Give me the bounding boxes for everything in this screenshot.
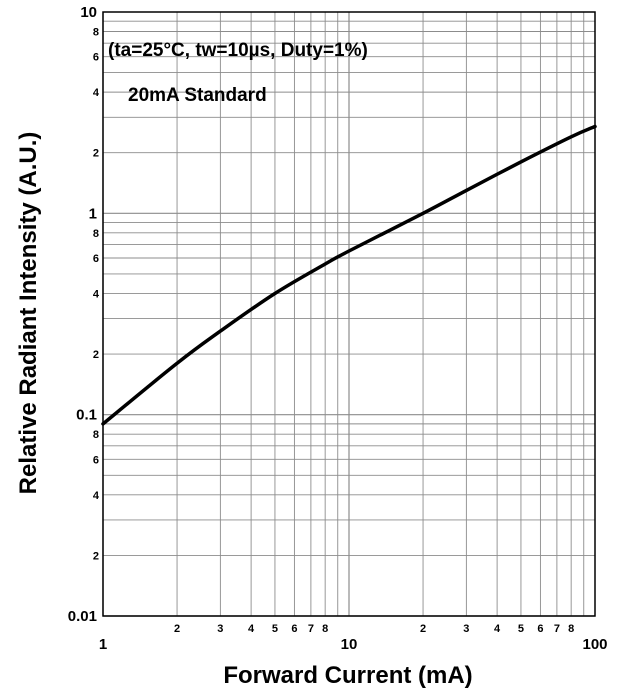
- y-tick-label: 10: [80, 4, 97, 21]
- conditions-annotation: (ta=25°C, tw=10µs, Duty=1%): [108, 40, 368, 61]
- x-minor-tick-label: 4: [494, 623, 501, 635]
- x-minor-tick-label: 5: [518, 623, 524, 635]
- x-tick-label: 100: [582, 636, 607, 653]
- x-minor-tick-label: 7: [308, 623, 314, 635]
- y-minor-tick-label: 6: [93, 52, 99, 64]
- y-minor-tick-label: 8: [93, 228, 99, 240]
- x-minor-tick-label: 2: [420, 623, 426, 635]
- x-minor-tick-label: 3: [463, 623, 469, 635]
- y-minor-tick-label: 8: [93, 429, 99, 441]
- y-minor-tick-label: 8: [93, 27, 99, 39]
- x-axis-title: Forward Current (mA): [223, 662, 472, 689]
- grid: [102, 12, 595, 617]
- y-minor-tick-label: 4: [93, 87, 100, 99]
- y-axis-ticks: 0.01 0.1 1 10 2 4 6 8 2 4 6 8 2 4 6 8: [68, 4, 100, 625]
- x-minor-tick-label: 8: [568, 623, 574, 635]
- standard-annotation: 20mA Standard: [128, 85, 267, 106]
- y-minor-tick-label: 6: [93, 253, 99, 265]
- y-tick-label: 1: [89, 205, 97, 222]
- y-minor-tick-label: 2: [93, 148, 99, 160]
- x-minor-tick-label: 6: [291, 623, 297, 635]
- y-minor-tick-label: 4: [93, 288, 100, 300]
- x-minor-tick-label: 7: [554, 623, 560, 635]
- plot-frame: [102, 11, 596, 617]
- x-tick-label: 10: [341, 636, 358, 653]
- x-minor-tick-label: 6: [537, 623, 543, 635]
- series-curves: [101, 124, 597, 426]
- x-minor-tick-label: 4: [248, 623, 255, 635]
- x-minor-tick-label: 8: [322, 623, 328, 635]
- x-tick-label: 1: [99, 636, 107, 653]
- x-minor-tick-label: 2: [174, 623, 180, 635]
- y-minor-tick-label: 4: [93, 490, 100, 502]
- x-minor-tick-label: 5: [272, 623, 278, 635]
- y-minor-tick-label: 6: [93, 454, 99, 466]
- y-tick-label: 0.01: [68, 608, 97, 625]
- y-tick-label: 0.1: [76, 407, 97, 424]
- intensity-curve: [101, 124, 597, 426]
- y-axis-title: Relative Radiant Intensity (A.U.): [15, 132, 42, 495]
- y-minor-tick-label: 2: [93, 349, 99, 361]
- y-minor-tick-label: 2: [93, 550, 99, 562]
- x-minor-tick-label: 3: [217, 623, 223, 635]
